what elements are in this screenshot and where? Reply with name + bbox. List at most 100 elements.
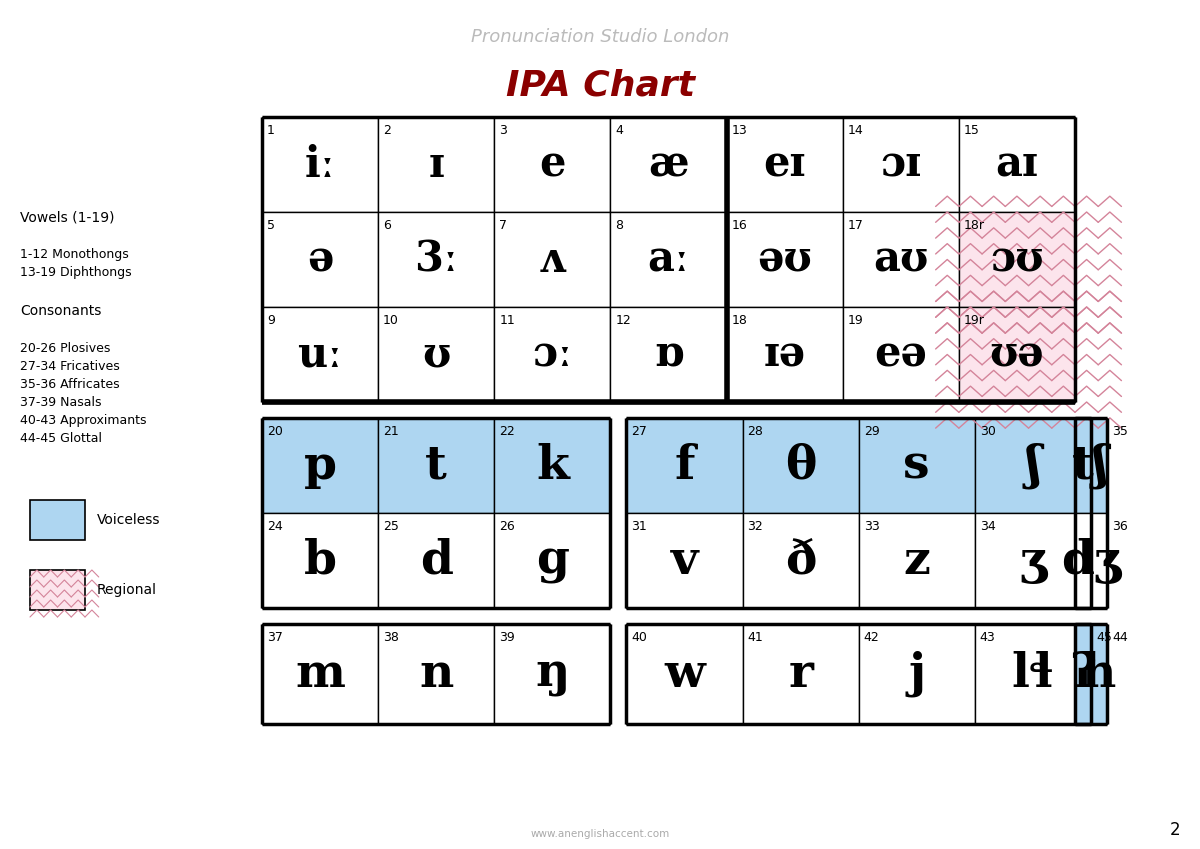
Bar <box>974 513 1091 608</box>
Text: 22: 22 <box>499 425 515 438</box>
Text: 14: 14 <box>847 124 864 137</box>
Text: 20-26 Plosives: 20-26 Plosives <box>20 342 110 355</box>
Text: ɔɪ: ɔɪ <box>881 143 922 185</box>
Text: ɔː: ɔː <box>532 334 572 375</box>
Text: ɪə: ɪə <box>763 334 805 375</box>
Text: 44: 44 <box>1112 631 1128 644</box>
Text: lɬ: lɬ <box>1012 651 1054 697</box>
Text: 26: 26 <box>499 520 515 533</box>
Bar <box>626 624 743 724</box>
Text: 34: 34 <box>980 520 996 533</box>
Bar <box>494 212 611 307</box>
Text: 18r: 18r <box>964 219 985 232</box>
Bar <box>262 212 378 307</box>
Text: 1: 1 <box>266 124 275 137</box>
Text: 37: 37 <box>266 631 283 644</box>
Text: 15: 15 <box>964 124 979 137</box>
Text: 4: 4 <box>616 124 623 137</box>
Bar <box>626 418 743 513</box>
Bar <box>626 513 743 608</box>
Text: 36: 36 <box>1112 520 1128 533</box>
Text: æ: æ <box>648 143 689 185</box>
Text: ʃ: ʃ <box>1025 442 1040 489</box>
Text: 19: 19 <box>847 314 864 327</box>
Text: 8: 8 <box>616 219 624 232</box>
Text: n: n <box>419 651 454 697</box>
Text: m: m <box>295 651 346 697</box>
Text: IPA Chart: IPA Chart <box>505 68 695 102</box>
Bar <box>378 117 494 212</box>
Text: 31: 31 <box>631 520 647 533</box>
Text: v: v <box>671 537 698 583</box>
Text: 38: 38 <box>383 631 400 644</box>
Text: 11: 11 <box>499 314 515 327</box>
Text: w: w <box>664 651 704 697</box>
Bar <box>1075 624 1091 724</box>
Bar <box>974 418 1091 513</box>
Text: g: g <box>536 537 569 583</box>
Text: k: k <box>536 442 569 488</box>
Text: 5: 5 <box>266 219 275 232</box>
Text: ə: ə <box>307 239 334 280</box>
Text: 39: 39 <box>499 631 515 644</box>
Text: t: t <box>425 442 448 488</box>
Text: uː: uː <box>298 334 343 375</box>
Text: 18: 18 <box>732 314 748 327</box>
Bar <box>859 513 974 608</box>
Text: www.anenglishaccent.com: www.anenglishaccent.com <box>530 829 670 839</box>
Bar <box>959 117 1075 212</box>
Text: ʔ: ʔ <box>1070 651 1096 697</box>
Text: Vowels (1-19): Vowels (1-19) <box>20 210 114 224</box>
Text: 33: 33 <box>864 520 880 533</box>
Text: 30: 30 <box>980 425 996 438</box>
Bar <box>859 624 974 724</box>
Text: 25: 25 <box>383 520 400 533</box>
Text: iː: iː <box>305 143 336 185</box>
Text: s: s <box>904 442 930 488</box>
Text: 42: 42 <box>864 631 880 644</box>
Bar <box>611 212 726 307</box>
Text: 16: 16 <box>732 219 748 232</box>
Bar <box>30 570 85 610</box>
Text: 27-34 Fricatives: 27-34 Fricatives <box>20 360 120 373</box>
Text: Pronunciation Studio London: Pronunciation Studio London <box>470 28 730 46</box>
Bar <box>959 307 1075 402</box>
Bar <box>378 418 494 513</box>
Bar <box>494 307 611 402</box>
Bar <box>611 117 726 212</box>
Bar <box>842 212 959 307</box>
Text: əʊ: əʊ <box>757 239 812 280</box>
Bar <box>378 307 494 402</box>
Text: dʒ: dʒ <box>1061 537 1121 583</box>
Bar <box>743 418 859 513</box>
Text: r: r <box>788 651 814 697</box>
Bar <box>959 212 1075 307</box>
Bar <box>262 117 378 212</box>
Text: 43: 43 <box>980 631 996 644</box>
Text: 40-43 Approximants: 40-43 Approximants <box>20 414 146 427</box>
Text: ʒ: ʒ <box>1020 537 1046 583</box>
Text: 40: 40 <box>631 631 647 644</box>
Text: 21: 21 <box>383 425 398 438</box>
Text: 27: 27 <box>631 425 647 438</box>
Text: j: j <box>908 650 925 697</box>
Bar <box>378 624 494 724</box>
Bar <box>859 418 974 513</box>
Bar <box>1091 624 1108 724</box>
Text: aː: aː <box>647 239 690 280</box>
Bar <box>262 418 378 513</box>
Text: Voiceless: Voiceless <box>97 513 161 527</box>
Text: 9: 9 <box>266 314 275 327</box>
Bar <box>726 307 842 402</box>
Text: aɪ: aɪ <box>996 143 1038 185</box>
Bar <box>974 624 1091 724</box>
Text: 17: 17 <box>847 219 864 232</box>
Text: 1-12 Monothongs: 1-12 Monothongs <box>20 248 128 261</box>
Text: d: d <box>420 537 452 583</box>
Text: eə: eə <box>875 334 928 375</box>
Text: 13-19 Diphthongs: 13-19 Diphthongs <box>20 266 132 279</box>
Text: ɪ: ɪ <box>428 143 444 185</box>
Text: b: b <box>304 537 336 583</box>
Bar <box>743 513 859 608</box>
Bar <box>743 624 859 724</box>
